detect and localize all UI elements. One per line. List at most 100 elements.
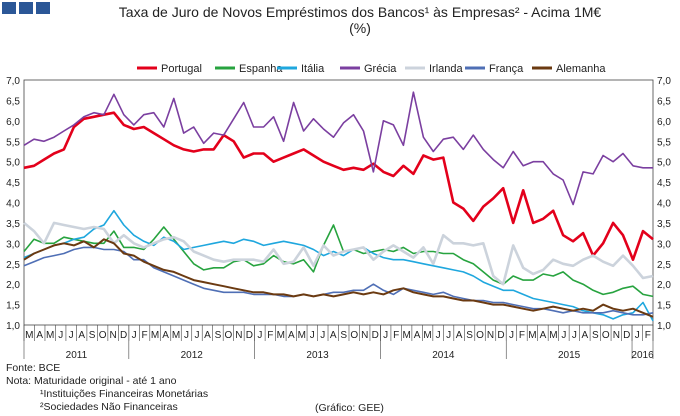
month-label: F — [142, 330, 148, 341]
month-label: S — [466, 330, 473, 341]
y-tick-label-left: 5,5 — [6, 137, 20, 148]
legend-label: Alemanha — [556, 63, 606, 75]
year-label: 2011 — [66, 350, 88, 361]
year-label: 2012 — [181, 350, 204, 361]
y-tick-label-right: 4,5 — [657, 178, 671, 189]
legend-label: Irlanda — [429, 63, 464, 75]
month-label: F — [645, 330, 651, 341]
month-label: D — [246, 330, 253, 341]
y-tick-label-right: 5,5 — [657, 137, 671, 148]
y-tick-label-left: 2,5 — [6, 260, 20, 271]
series-line-alemanha — [23, 238, 654, 318]
y-tick-label-right: 5,0 — [657, 158, 671, 169]
month-label: M — [46, 330, 54, 341]
month-label: F — [519, 330, 525, 341]
y-tick-label-right: 3,5 — [657, 219, 671, 230]
source-note: Fonte: BCE — [6, 362, 61, 374]
month-label: A — [456, 330, 463, 341]
year-label: 2013 — [306, 350, 329, 361]
month-label: J — [184, 330, 189, 341]
legend-label: Portugal — [161, 63, 202, 75]
month-label: M — [277, 330, 285, 341]
legend-label: França — [489, 63, 524, 75]
y-tick-label-left: 1,0 — [6, 321, 20, 332]
month-label: N — [235, 330, 242, 341]
footnote-1: ¹Instituições Financeiras Monetárias — [40, 388, 209, 400]
month-label: F — [267, 330, 273, 341]
month-label: M — [25, 330, 33, 341]
y-tick-label-right: 6,5 — [657, 96, 671, 107]
month-label: O — [99, 330, 107, 341]
legend-label: Espanha — [239, 63, 283, 75]
y-tick-label-left: 7,0 — [6, 76, 20, 87]
month-label: J — [132, 330, 137, 341]
month-label: M — [298, 330, 306, 341]
series-line-espanha — [23, 224, 654, 298]
maturity-note: Nota: Maturidade original - até 1 ano — [6, 375, 177, 387]
year-label: 2014 — [432, 350, 455, 361]
month-label: D — [497, 330, 504, 341]
month-label: M — [528, 330, 536, 341]
month-label: O — [350, 330, 358, 341]
month-label: D — [623, 330, 630, 341]
chart-credit: (Gráfico: GEE) — [315, 402, 384, 414]
month-label: F — [393, 330, 399, 341]
legend-label: Grécia — [364, 63, 397, 75]
month-label: M — [549, 330, 557, 341]
month-label: N — [487, 330, 494, 341]
y-tick-label-left: 2,0 — [6, 280, 20, 291]
month-label: A — [540, 330, 547, 341]
month-label: S — [592, 330, 599, 341]
footnote-2: ²Sociedades Não Financeiras — [40, 401, 178, 413]
y-tick-label-right: 4,0 — [657, 199, 671, 210]
month-label: J — [561, 330, 566, 341]
y-tick-label-left: 1,5 — [6, 301, 20, 312]
month-label: S — [340, 330, 347, 341]
month-label: A — [582, 330, 589, 341]
month-label: A — [78, 330, 85, 341]
month-label: M — [151, 330, 159, 341]
series-line-portugal — [23, 111, 654, 262]
month-label: J — [446, 330, 451, 341]
month-label: J — [436, 330, 441, 341]
month-label: J — [383, 330, 388, 341]
month-label: A — [36, 330, 43, 341]
month-label: N — [613, 330, 620, 341]
month-label: J — [194, 330, 199, 341]
month-label: N — [109, 330, 116, 341]
month-label: A — [414, 330, 421, 341]
y-tick-label-left: 3,0 — [6, 239, 20, 250]
chart-subtitle: (%) — [349, 20, 371, 36]
y-tick-label-right: 1,0 — [657, 321, 671, 332]
month-label: O — [225, 330, 233, 341]
month-label: D — [120, 330, 127, 341]
y-tick-label-right: 1,5 — [657, 301, 671, 312]
month-label: A — [288, 330, 295, 341]
y-tick-label-right: 2,0 — [657, 280, 671, 291]
y-tick-label-left: 5,0 — [6, 158, 20, 169]
month-label: M — [172, 330, 180, 341]
month-label: S — [215, 330, 222, 341]
series-line-irlanda — [23, 221, 654, 286]
month-label: S — [89, 330, 96, 341]
month-label: D — [372, 330, 379, 341]
month-label: J — [572, 330, 577, 341]
year-label: 2016 — [631, 350, 654, 361]
series-line-grécia — [23, 91, 653, 206]
month-label: J — [310, 330, 315, 341]
y-tick-label-right: 6,0 — [657, 117, 671, 128]
y-tick-label-right: 2,5 — [657, 260, 671, 271]
y-tick-label-left: 6,0 — [6, 117, 20, 128]
month-label: J — [635, 330, 640, 341]
month-label: J — [69, 330, 74, 341]
month-label: J — [58, 330, 63, 341]
y-tick-label-left: 3,5 — [6, 219, 20, 230]
month-label: J — [509, 330, 514, 341]
year-label: 2015 — [558, 350, 581, 361]
y-tick-label-left: 4,0 — [6, 199, 20, 210]
y-tick-label-right: 7,0 — [657, 76, 671, 87]
y-tick-label-left: 4,5 — [6, 178, 20, 189]
month-label: A — [204, 330, 211, 341]
month-label: M — [423, 330, 431, 341]
chart-title: Taxa de Juro de Novos Empréstimos dos Ba… — [118, 4, 602, 20]
